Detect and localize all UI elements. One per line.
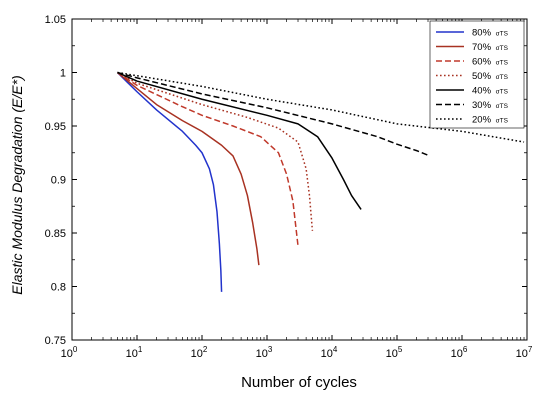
series-line-50pct — [117, 71, 314, 231]
legend-label: 40% σTS — [472, 86, 509, 97]
legend-label: 50% σTS — [472, 71, 509, 82]
series-layer — [116, 71, 525, 292]
legend: 80% σTS 70% σTS 60% σTS 50% σTS 40% σTS 30% σ… — [429, 20, 525, 129]
y-tick-label: 0.9 — [51, 175, 66, 187]
x-tick-label: 106 — [451, 345, 468, 360]
series-line-60pct — [117, 71, 299, 246]
y-tick-label: 0.85 — [45, 228, 66, 240]
y-tick-label: 0.75 — [45, 335, 66, 347]
series-line-40pct — [117, 71, 362, 210]
legend-label: 30% σTS — [472, 100, 509, 111]
y-tick-label: 1.05 — [45, 14, 66, 26]
legend-label: 20% σTS — [472, 115, 509, 126]
x-tick-label: 102 — [191, 345, 208, 360]
x-tick-label: 100 — [61, 345, 78, 360]
y-axis-title: Elastic Modulus Degradation (E/E*) — [9, 75, 25, 294]
y-tick-label: 0.95 — [45, 121, 66, 133]
legend-box — [429, 20, 525, 129]
x-tick-label: 103 — [256, 345, 273, 360]
series-line-30pct — [117, 71, 431, 157]
legend-label: 60% σTS — [472, 57, 509, 68]
x-tick-label: 101 — [126, 345, 143, 360]
legend-label: 80% σTS — [472, 28, 509, 39]
x-tick-label: 105 — [386, 345, 403, 360]
x-tick-label: 104 — [321, 345, 338, 360]
y-tick-label: 0.8 — [51, 282, 66, 294]
axis-ticks: 0.75 0.8 0.85 0.9 0.95 1 1.05 100 101 102 103 104 10… — [45, 14, 533, 360]
x-tick-label: 107 — [516, 345, 533, 360]
series-line-70pct — [116, 71, 260, 266]
legend-label: 70% σTS — [472, 42, 509, 53]
x-axis-title: Number of cycles — [241, 374, 357, 391]
series-line-80pct — [116, 71, 223, 292]
y-tick-label: 1 — [60, 68, 66, 80]
